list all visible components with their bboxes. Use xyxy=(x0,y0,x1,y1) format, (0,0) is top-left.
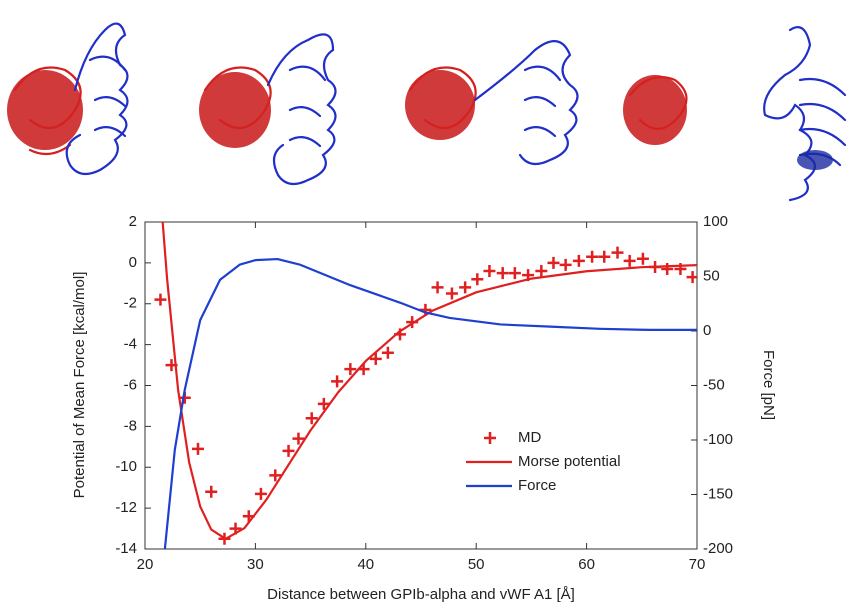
marker xyxy=(586,250,599,263)
y2-tick-label: -50 xyxy=(703,376,725,393)
marker xyxy=(344,363,357,376)
y2-tick-label: -150 xyxy=(703,485,733,502)
marker xyxy=(484,432,496,444)
legend-label: MD xyxy=(518,429,541,446)
marker xyxy=(381,346,394,359)
marker xyxy=(369,352,382,365)
marker xyxy=(154,293,167,306)
line xyxy=(161,222,697,540)
y-tick-label: 0 xyxy=(129,254,137,271)
y-tick-label: 2 xyxy=(129,213,137,230)
marker xyxy=(191,442,204,455)
x-tick-label: 60 xyxy=(578,556,595,573)
x-tick-label: 50 xyxy=(468,556,485,573)
marker xyxy=(305,412,318,425)
y-tick-label: -6 xyxy=(124,376,137,393)
marker xyxy=(611,246,624,259)
x-tick-label: 40 xyxy=(357,556,374,573)
marker xyxy=(254,487,267,500)
marker xyxy=(282,444,295,457)
y-tick-label: -2 xyxy=(124,295,137,312)
marker xyxy=(292,432,305,445)
structure-3 xyxy=(405,40,579,166)
marker xyxy=(623,254,636,267)
marker xyxy=(205,485,218,498)
y2-axis-label: Force [pN] xyxy=(760,350,777,420)
marker xyxy=(459,281,472,294)
marker xyxy=(636,252,649,265)
marker xyxy=(535,265,548,278)
marker xyxy=(598,250,611,263)
x-tick-label: 30 xyxy=(247,556,264,573)
structure-5 xyxy=(763,26,847,202)
marker xyxy=(572,254,585,267)
y2-tick-label: -200 xyxy=(703,540,733,557)
marker xyxy=(559,258,572,271)
marker xyxy=(331,375,344,388)
marker xyxy=(496,267,509,280)
structure-2 xyxy=(199,33,337,186)
structure-1 xyxy=(7,22,129,176)
marker xyxy=(471,273,484,286)
marker xyxy=(547,256,560,269)
marker xyxy=(431,281,444,294)
legend: MD Morse potential Force xyxy=(466,429,621,494)
y-tick-label: -14 xyxy=(115,540,137,557)
y-tick-label: -8 xyxy=(124,417,137,434)
plot-frame xyxy=(144,221,698,550)
marker xyxy=(508,267,521,280)
y2-tick-label: 100 xyxy=(703,213,728,230)
legend-label: Force xyxy=(518,477,556,494)
marker xyxy=(686,271,697,284)
y2-tick-label: 50 xyxy=(703,267,720,284)
marker xyxy=(445,287,458,300)
line xyxy=(163,257,697,549)
marker xyxy=(269,469,282,482)
y-tick-label: -10 xyxy=(115,458,137,475)
y-tick-label: -4 xyxy=(124,336,137,353)
legend-label: Morse potential xyxy=(518,453,621,470)
x-tick-label: 20 xyxy=(137,556,154,573)
x-axis-label: Distance between GPIb-alpha and vWF A1 [… xyxy=(267,586,575,603)
marker xyxy=(317,397,330,410)
y-tick-label: -12 xyxy=(115,499,137,516)
x-tick-label: 70 xyxy=(689,556,706,573)
structure-4 xyxy=(623,75,688,145)
protein-structures xyxy=(7,22,847,202)
y2-tick-label: 0 xyxy=(703,322,711,339)
marker xyxy=(483,265,496,278)
plot-area xyxy=(154,222,697,549)
y2-tick-label: -100 xyxy=(703,431,733,448)
marker xyxy=(661,263,674,276)
y-axis-label: Potential of Mean Force [kcal/mol] xyxy=(71,272,88,499)
